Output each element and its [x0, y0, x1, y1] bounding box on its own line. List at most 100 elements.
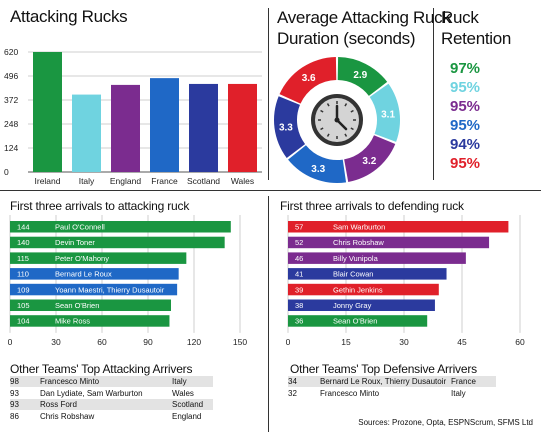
donut-label: 3.1	[381, 109, 395, 120]
bar-value-label: 104	[17, 317, 30, 326]
table-row: 93 Ross Ford Scotland	[10, 399, 213, 410]
x-tick-label: 120	[187, 337, 201, 347]
x-tick-label: 60	[97, 337, 107, 347]
arrivals-defend-title: First three arrivals to defending ruck	[280, 199, 464, 213]
bar-name-label: Chris Robshaw	[333, 238, 384, 247]
bar-name-label: Sam Warburton	[333, 223, 385, 232]
bar	[288, 236, 490, 249]
x-tick-label: 150	[233, 337, 247, 347]
x-tick-label: Ireland	[35, 176, 61, 186]
donut-label: 3.3	[311, 164, 325, 175]
bar	[150, 78, 179, 172]
arriver-team: Italy	[172, 377, 187, 386]
x-tick-label: 30	[399, 337, 409, 347]
x-tick-label: 60	[515, 337, 525, 347]
bar-name-label: Bernard Le Roux	[55, 270, 112, 279]
bar	[288, 252, 466, 264]
y-tick-label: 620	[4, 47, 18, 57]
donut-label: 3.3	[279, 123, 293, 134]
bar	[10, 315, 170, 327]
bar-value-label: 144	[17, 223, 30, 232]
arrivals-attack-chart: 0 30 60 90 120 150 144 Paul O'Connell 140 Devin T…	[8, 215, 247, 347]
bar	[10, 299, 171, 311]
duration-title: Average Attacking Ruck Duration (seconds…	[277, 7, 451, 49]
arriver-count: 93	[10, 400, 19, 409]
other-defend-title: Other Teams' Top Defensive Arrivers	[290, 362, 477, 376]
bar	[10, 252, 187, 264]
table-row: 32 Francesco Minto Italy	[288, 388, 496, 399]
arriver-count: 86	[10, 411, 19, 421]
retention-value: 95%	[449, 98, 481, 115]
y-tick-label: 0	[4, 167, 9, 177]
retention-title: Ruck Retention	[441, 7, 511, 49]
retention-value: 97%	[449, 60, 481, 77]
arriver-name: Francesco Minto	[320, 388, 380, 398]
arriver-count: 93	[10, 388, 19, 398]
retention-value: 95%	[449, 155, 481, 172]
bar	[288, 315, 428, 327]
bar	[10, 236, 225, 249]
arriver-name: Bernard Le Roux, Thierry Dusautoir	[320, 377, 447, 386]
bar-name-label: Yoann Maestri, Thierry Dusautoir	[55, 285, 165, 294]
arriver-count: 34	[288, 377, 297, 386]
x-tick-label: 45	[457, 337, 467, 347]
retention-list: 97% 95% 95% 95% 94% 95%	[440, 60, 490, 175]
bar-value-label: 110	[17, 270, 29, 279]
retention-value: 95%	[449, 117, 481, 134]
bar-value-label: 52	[295, 238, 303, 247]
bar-name-label: Blair Cowan	[333, 270, 373, 279]
retention-value: 94%	[449, 136, 481, 153]
divider-vertical	[268, 8, 269, 180]
bar	[33, 52, 62, 172]
sources-note: Sources: Prozone, Opta, ESPNScrum, SFMS …	[358, 418, 533, 427]
bar	[10, 268, 179, 280]
bar	[72, 94, 101, 172]
y-tick-label: 496	[4, 71, 18, 81]
divider-horizontal	[0, 190, 541, 191]
retention-title-line1: Ruck	[441, 8, 479, 27]
clock-icon	[300, 83, 374, 157]
donut-label: 3.2	[362, 156, 376, 167]
x-tick-label: Wales	[231, 176, 254, 186]
bar-name-label: Sean O'Brien	[55, 301, 99, 310]
bar-name-label: Gethin Jenkins	[333, 285, 383, 294]
bar-value-label: 115	[17, 254, 29, 263]
bar	[10, 283, 178, 296]
arriver-name: Francesco Minto	[40, 377, 100, 386]
x-tick-label: England	[110, 176, 141, 186]
other-defend-table: 34 Bernard Le Roux, Thierry Dusautoir Fran…	[288, 376, 496, 400]
donut-slice	[344, 135, 396, 182]
bar-name-label: Jonny Gray	[333, 301, 372, 310]
arriver-team: England	[172, 411, 202, 421]
table-row: 98 Francesco Minto Italy	[10, 376, 213, 387]
x-tick-label: Italy	[79, 176, 95, 186]
arriver-name: Dan Lydiate, Sam Warburton	[40, 388, 143, 398]
x-tick-label: 90	[143, 337, 153, 347]
bar-value-label: 57	[295, 223, 303, 232]
donut-slice	[288, 145, 347, 184]
donut-label: 3.6	[302, 73, 316, 84]
bar-value-label: 41	[295, 270, 303, 279]
donut-label: 2.9	[353, 70, 367, 81]
bar-value-label: 109	[17, 285, 30, 294]
duration-donut-chart: 2.9 3.1 3.2 3.3 3.3 3.6	[274, 57, 400, 184]
bar	[189, 83, 218, 172]
duration-title-line2: Duration (seconds)	[277, 29, 416, 48]
table-row: 86 Chris Robshaw England	[10, 411, 213, 422]
bar-value-label: 36	[295, 317, 303, 326]
duration-title-line1: Average Attacking Ruck	[277, 8, 451, 27]
arriver-team: Scotland	[172, 400, 204, 409]
bar-name-label: Sean O'Brien	[333, 317, 377, 326]
donut-slice	[279, 57, 337, 104]
table-row: 93 Dan Lydiate, Sam Warburton Wales	[10, 388, 213, 399]
bar-name-label: Billy Vunipola	[333, 254, 379, 263]
y-tick-label: 124	[4, 143, 18, 153]
other-attack-table: 98 Francesco Minto Italy 93 Dan Lydiate, Sam…	[10, 376, 213, 422]
retention-value: 95%	[449, 79, 481, 96]
bar	[288, 268, 447, 280]
bar-value-label: 105	[17, 301, 30, 310]
bar-name-label: Peter O'Mahony	[55, 254, 109, 263]
arriver-team: France	[451, 377, 476, 386]
retention-title-line2: Retention	[441, 29, 512, 48]
arriver-team: Wales	[172, 388, 194, 398]
